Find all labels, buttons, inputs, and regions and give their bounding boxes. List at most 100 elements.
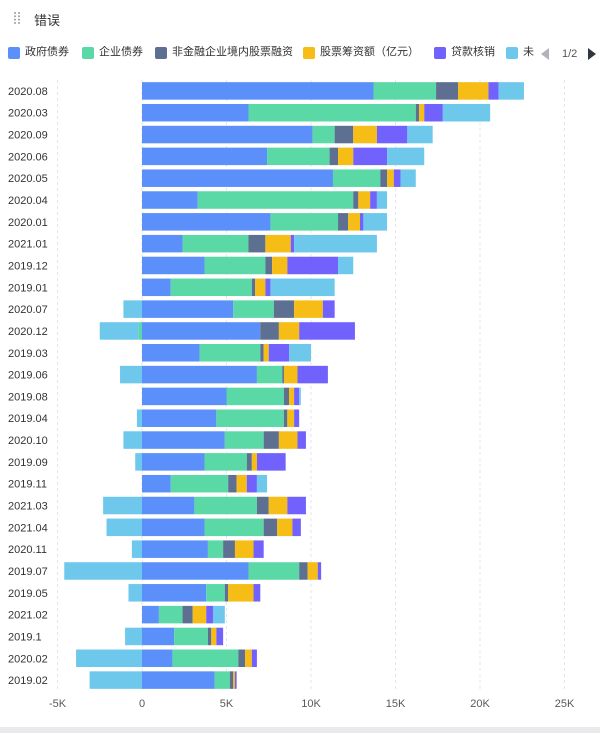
legend-item-truncated[interactable]: 未 [506, 46, 536, 60]
bar-segment[interactable] [370, 191, 377, 209]
bar-segment[interactable] [234, 671, 237, 689]
bar-segment[interactable] [204, 453, 247, 471]
bar-segment[interactable] [424, 103, 443, 122]
bar-segment[interactable] [106, 518, 142, 537]
bar-segment[interactable] [142, 627, 175, 646]
bar-segment[interactable] [348, 213, 361, 231]
bar-segment[interactable] [135, 453, 142, 471]
bar-segment[interactable] [265, 256, 273, 275]
bar-segment[interactable] [197, 191, 354, 209]
bar-segment[interactable] [128, 584, 142, 602]
bar-segment[interactable] [334, 125, 354, 144]
bar-segment[interactable] [287, 256, 339, 275]
bar-segment[interactable] [289, 344, 311, 362]
bar-segment[interactable] [267, 147, 330, 166]
bar-segment[interactable] [283, 365, 298, 384]
bar-segment[interactable] [123, 300, 142, 318]
bar-segment[interactable] [260, 322, 279, 340]
bar-segment[interactable] [338, 147, 354, 166]
bar-segment[interactable] [142, 322, 261, 340]
bar-segment[interactable] [282, 365, 284, 384]
bar-segment[interactable] [400, 169, 416, 187]
bar-segment[interactable] [265, 234, 291, 253]
bar-segment[interactable] [226, 387, 284, 406]
bar-segment[interactable] [353, 147, 388, 166]
bar-segment[interactable] [228, 584, 254, 602]
bar-segment[interactable] [216, 409, 284, 427]
bar-segment[interactable] [103, 496, 142, 515]
bar-segment[interactable] [256, 474, 268, 493]
bar-segment[interactable] [322, 300, 335, 318]
bar-segment[interactable] [89, 671, 142, 689]
bar-segment[interactable] [353, 191, 359, 209]
bar-segment[interactable] [256, 453, 286, 471]
bar-segment[interactable] [253, 540, 264, 558]
bar-segment[interactable] [64, 562, 142, 580]
bar-segment[interactable] [142, 300, 234, 318]
bar-segment[interactable] [294, 234, 377, 253]
bar-segment[interactable] [292, 518, 301, 537]
bar-segment[interactable] [256, 496, 269, 515]
bar-segment[interactable] [136, 409, 142, 427]
bar-segment[interactable] [278, 431, 298, 449]
bar-segment[interactable] [224, 584, 229, 602]
bar-segment[interactable] [158, 605, 183, 624]
bar-segment[interactable] [251, 278, 256, 297]
bar-segment[interactable] [212, 605, 225, 624]
bar-segment[interactable] [76, 649, 142, 668]
bar-segment[interactable] [251, 453, 257, 471]
legend-item-equity-financing[interactable]: 非金融企业境内股票融资 [155, 46, 305, 60]
bar-segment[interactable] [170, 278, 252, 297]
bar-segment[interactable] [270, 213, 339, 231]
caret-left-icon[interactable] [541, 48, 549, 60]
bar-segment[interactable] [142, 518, 205, 537]
bar-segment[interactable] [294, 409, 300, 427]
bar-segment[interactable] [307, 562, 318, 580]
bar-segment[interactable] [206, 584, 225, 602]
bar-segment[interactable] [278, 322, 300, 340]
legend-item-government-bonds[interactable]: 政府债券 [8, 46, 84, 60]
bar-segment[interactable] [229, 671, 234, 689]
bar-segment[interactable] [142, 278, 171, 297]
bar-segment[interactable] [142, 496, 195, 515]
bar-segment[interactable] [99, 322, 139, 340]
bar-segment[interactable] [263, 344, 269, 362]
bar-segment[interactable] [182, 234, 249, 253]
bar-segment[interactable] [204, 256, 266, 275]
bar-segment[interactable] [142, 256, 205, 275]
bar-segment[interactable] [373, 82, 437, 100]
bar-segment[interactable] [290, 234, 295, 253]
bar-segment[interactable] [268, 496, 288, 515]
bar-segment[interactable] [299, 562, 308, 580]
bar-segment[interactable] [216, 627, 224, 646]
bar-segment[interactable] [287, 409, 295, 427]
bar-segment[interactable] [192, 605, 207, 624]
bar-segment[interactable] [125, 627, 142, 646]
bar-segment[interactable] [338, 213, 349, 231]
bar-segment[interactable] [142, 431, 225, 449]
bar-segment[interactable] [387, 147, 425, 166]
bar-segment[interactable] [233, 300, 274, 318]
bar-segment[interactable] [273, 300, 295, 318]
bar-segment[interactable] [358, 191, 371, 209]
bar-segment[interactable] [142, 474, 171, 493]
bar-segment[interactable] [248, 234, 266, 253]
bar-segment[interactable] [174, 627, 208, 646]
bar-segment[interactable] [260, 344, 264, 362]
caret-right-icon[interactable] [588, 48, 596, 60]
bar-segment[interactable] [488, 82, 499, 100]
bar-segment[interactable] [376, 125, 408, 144]
bar-segment[interactable] [407, 125, 433, 144]
bar-segment[interactable] [224, 431, 264, 449]
bar-segment[interactable] [256, 365, 283, 384]
bar-segment[interactable] [283, 409, 288, 427]
bar-segment[interactable] [270, 278, 335, 297]
bar-segment[interactable] [299, 322, 355, 340]
bar-segment[interactable] [246, 474, 257, 493]
bar-segment[interactable] [380, 169, 388, 187]
bar-segment[interactable] [142, 147, 268, 166]
bar-segment[interactable] [211, 627, 217, 646]
bar-segment[interactable] [248, 562, 300, 580]
bar-segment[interactable] [436, 82, 459, 100]
bar-segment[interactable] [142, 169, 333, 187]
